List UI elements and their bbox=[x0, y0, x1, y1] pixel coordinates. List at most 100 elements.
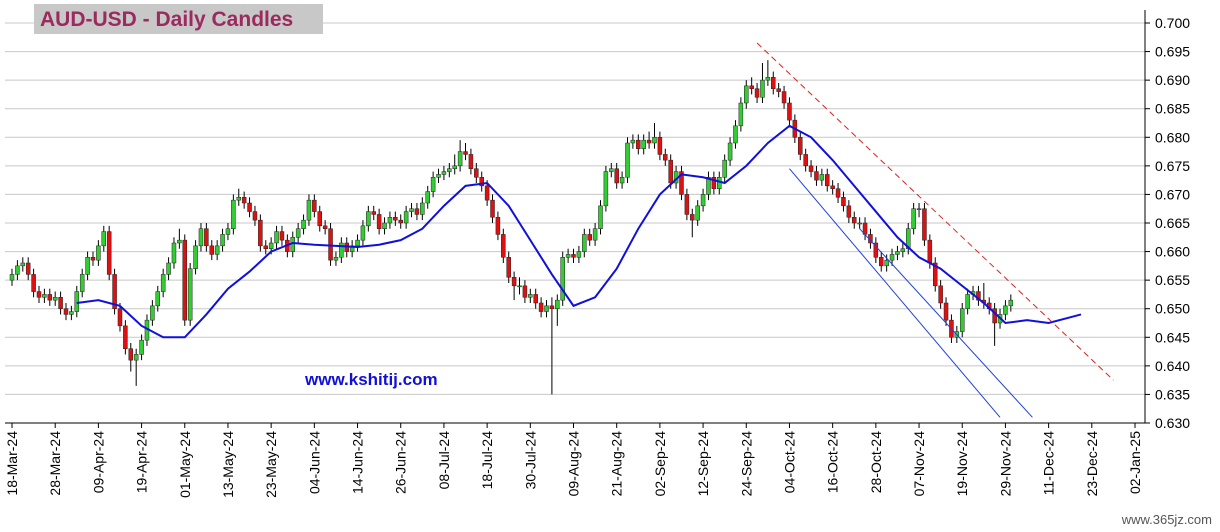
candle-body bbox=[409, 208, 414, 212]
candle-body bbox=[511, 277, 517, 287]
candle-body bbox=[781, 91, 787, 104]
candle-body bbox=[182, 239, 188, 321]
candle-body bbox=[414, 208, 420, 215]
candle-body bbox=[506, 257, 511, 278]
candle-body bbox=[852, 217, 857, 224]
chart-title: AUD-USD - Daily Candles bbox=[40, 8, 293, 31]
candle-body bbox=[468, 154, 474, 169]
y-tick-label: 0.655 bbox=[1155, 272, 1190, 288]
candle-body bbox=[322, 225, 328, 229]
candle-body bbox=[366, 211, 371, 227]
candle-body bbox=[943, 302, 949, 321]
candle-body bbox=[808, 165, 814, 172]
candle-body bbox=[959, 308, 965, 332]
candle-body bbox=[582, 234, 587, 252]
candle-body bbox=[382, 222, 387, 229]
x-tick-label: 09-Aug-24 bbox=[566, 431, 582, 497]
candle-body bbox=[209, 245, 215, 255]
y-tick-label: 0.650 bbox=[1155, 301, 1190, 317]
title-box bbox=[34, 4, 323, 34]
x-tick-label: 16-Oct-24 bbox=[825, 431, 841, 493]
candle-body bbox=[873, 242, 879, 258]
y-tick-label: 0.670 bbox=[1155, 186, 1190, 202]
candle-body bbox=[252, 211, 258, 221]
candle-body bbox=[31, 274, 36, 292]
candle-body bbox=[258, 219, 263, 247]
candle-body bbox=[938, 285, 943, 304]
candle-body bbox=[657, 137, 663, 155]
candle-body bbox=[128, 348, 134, 361]
candle-body bbox=[9, 274, 15, 281]
candle-body bbox=[895, 251, 900, 255]
marks-layer bbox=[9, 42, 1114, 418]
candle-body bbox=[47, 294, 53, 301]
candle-body bbox=[900, 248, 906, 252]
y-tick-label: 0.660 bbox=[1155, 244, 1190, 260]
x-tick-label: 28-Mar-24 bbox=[47, 431, 63, 496]
candle-body bbox=[220, 234, 225, 247]
candle-body bbox=[301, 219, 306, 229]
candle-body bbox=[101, 231, 107, 247]
candle-body bbox=[360, 225, 366, 241]
candle-body bbox=[560, 257, 565, 301]
candle-body bbox=[452, 165, 457, 169]
candle-body bbox=[355, 239, 360, 247]
candle-body bbox=[171, 242, 177, 264]
candle-body bbox=[139, 339, 144, 355]
y-tick-label: 0.675 bbox=[1155, 158, 1190, 174]
candle-body bbox=[20, 262, 26, 267]
candle-body bbox=[79, 274, 85, 292]
candle-body bbox=[830, 185, 835, 189]
candle-body bbox=[684, 194, 690, 215]
candle-body bbox=[430, 177, 436, 192]
candle-body bbox=[193, 245, 198, 269]
candle-body bbox=[603, 171, 609, 207]
y-tick-label: 0.685 bbox=[1155, 101, 1190, 117]
candle-body bbox=[333, 257, 339, 261]
candle-body bbox=[447, 168, 452, 172]
candle-body bbox=[90, 257, 96, 261]
x-tick-label: 04-Jun-24 bbox=[306, 431, 322, 494]
x-tick-label: 29-Nov-24 bbox=[997, 431, 1013, 497]
candle-body bbox=[225, 228, 231, 235]
candle-body bbox=[922, 208, 927, 241]
candle-body bbox=[905, 228, 911, 249]
candle-body bbox=[15, 265, 20, 275]
x-tick-label: 24-Sep-24 bbox=[738, 431, 754, 497]
x-tick-label: 30-Jul-24 bbox=[522, 431, 538, 490]
y-tick-label: 0.690 bbox=[1155, 72, 1190, 88]
candle-body bbox=[528, 294, 533, 298]
candle-body bbox=[69, 311, 74, 315]
x-tick-label: 11-Dec-24 bbox=[1041, 431, 1057, 496]
candle-body bbox=[517, 285, 522, 288]
candle-body bbox=[214, 245, 220, 255]
candle-body bbox=[571, 254, 576, 258]
candle-body bbox=[312, 199, 317, 212]
candle-body bbox=[668, 159, 673, 184]
candle-body bbox=[204, 228, 209, 247]
candle-body bbox=[231, 199, 236, 229]
candle-body bbox=[339, 242, 344, 258]
candle-body bbox=[398, 219, 403, 224]
candle-body bbox=[58, 297, 63, 309]
candle-body bbox=[317, 211, 322, 227]
x-tick-label: 18-Jul-24 bbox=[479, 431, 495, 490]
candle-body bbox=[878, 257, 884, 267]
candle-body bbox=[441, 171, 447, 175]
candle-body bbox=[403, 211, 409, 224]
candle-body bbox=[738, 102, 744, 127]
y-tick-label: 0.645 bbox=[1155, 329, 1190, 345]
candle-body bbox=[652, 137, 657, 144]
candle-body bbox=[717, 177, 722, 189]
x-tick-label: 19-Nov-24 bbox=[954, 431, 970, 497]
candle-body bbox=[727, 142, 733, 161]
candle-body bbox=[155, 291, 161, 307]
candle-body bbox=[474, 168, 479, 178]
x-tick-label: 14-Jun-24 bbox=[350, 431, 366, 494]
candle-body bbox=[927, 239, 933, 264]
candle-body bbox=[630, 139, 636, 144]
candle-body bbox=[236, 197, 242, 201]
